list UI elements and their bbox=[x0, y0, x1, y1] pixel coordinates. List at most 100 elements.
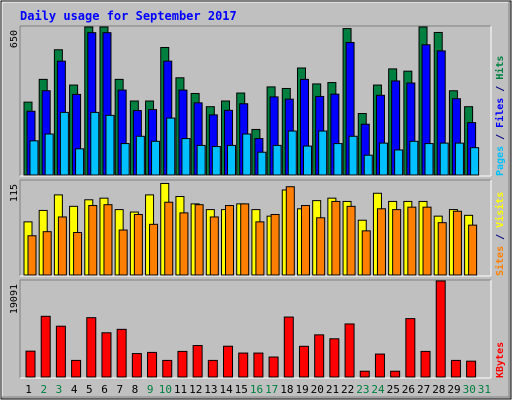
bar-sites bbox=[164, 201, 174, 276]
x-tick-label: 31 bbox=[478, 383, 491, 396]
bar-pages bbox=[363, 154, 373, 176]
side-legend-part: / bbox=[495, 228, 506, 246]
bar-sites bbox=[240, 203, 250, 276]
x-tick-label: 27 bbox=[417, 383, 430, 396]
bar-kbytes bbox=[207, 359, 218, 378]
bar-kbytes bbox=[223, 345, 234, 378]
x-tick-label: 26 bbox=[402, 383, 415, 396]
x-tick-label: 22 bbox=[341, 383, 354, 396]
bar-kbytes bbox=[71, 359, 82, 378]
x-tick-label: 17 bbox=[265, 383, 278, 396]
x-tick-label: 20 bbox=[311, 383, 324, 396]
side-legend-part: / bbox=[495, 80, 506, 98]
bar-sites bbox=[361, 230, 371, 276]
bar-kbytes bbox=[314, 334, 325, 378]
bar-pages bbox=[424, 143, 434, 176]
bar-kbytes bbox=[147, 351, 158, 378]
x-tick-label: 28 bbox=[432, 383, 445, 396]
bar-sites bbox=[376, 208, 386, 276]
bar-sites bbox=[452, 210, 462, 276]
bar-kbytes bbox=[344, 323, 355, 378]
bar-sites bbox=[392, 209, 402, 276]
bar-pages bbox=[257, 151, 267, 176]
bar-pages bbox=[90, 111, 100, 176]
bar-kbytes bbox=[25, 350, 36, 378]
x-tick-label: 15 bbox=[235, 383, 248, 396]
bar-sites bbox=[285, 186, 295, 276]
bar-pages bbox=[211, 146, 221, 176]
bars-kbytes bbox=[25, 280, 477, 378]
bar-sites bbox=[437, 222, 447, 276]
bar-kbytes bbox=[283, 316, 294, 378]
x-tick-label: 23 bbox=[356, 383, 369, 396]
bar-pages bbox=[439, 142, 449, 176]
bar-pages bbox=[378, 142, 388, 176]
side-legend-part: KBytes bbox=[495, 342, 506, 378]
bar-kbytes bbox=[390, 370, 401, 378]
bar-pages bbox=[75, 148, 85, 176]
bar-pages bbox=[394, 149, 404, 176]
bar-sites bbox=[42, 231, 52, 276]
bar-sites bbox=[407, 206, 417, 276]
bar-pages bbox=[470, 147, 480, 176]
x-tick-label: 13 bbox=[204, 383, 217, 396]
side-legend-part: Files bbox=[494, 98, 506, 128]
bar-pages bbox=[59, 111, 69, 176]
side-legend-label: KBytes bbox=[495, 342, 506, 378]
x-axis-labels: 1 2 3 4 5 6 7 8 9 10 11 12 13 14 15 16 17 18 19 20 21 22 23 24 2… bbox=[25, 383, 491, 396]
bar-pages bbox=[409, 140, 419, 176]
bar-pages bbox=[29, 140, 39, 176]
bar-sites bbox=[103, 204, 113, 276]
bar-kbytes bbox=[374, 353, 385, 378]
bar-kbytes bbox=[420, 350, 431, 378]
bar-kbytes bbox=[435, 280, 446, 378]
bars-hits-files-pages bbox=[23, 26, 480, 176]
panels: 650 Pages / Files / Hits 115 Sites / Visits… bbox=[9, 25, 506, 379]
bar-sites bbox=[422, 206, 432, 276]
x-tick-label: 12 bbox=[189, 383, 202, 396]
bar-kbytes bbox=[268, 356, 279, 378]
bar-kbytes bbox=[116, 328, 127, 378]
bar-kbytes bbox=[86, 317, 97, 378]
x-tick-label: 14 bbox=[219, 383, 233, 396]
bar-sites bbox=[57, 216, 67, 276]
bars-visits-sites bbox=[23, 182, 478, 276]
x-tick-label: 9 bbox=[147, 383, 154, 396]
bar-sites bbox=[27, 235, 37, 276]
bar-sites bbox=[270, 214, 280, 276]
bar-sites bbox=[316, 217, 326, 276]
y-max-label: 115 bbox=[9, 184, 20, 202]
bar-kbytes bbox=[101, 332, 112, 378]
bar-pages bbox=[44, 133, 54, 176]
bar-sites bbox=[179, 212, 189, 276]
bar-pages bbox=[272, 144, 282, 176]
side-legend-part: Visits bbox=[494, 192, 506, 228]
bar-sites bbox=[73, 231, 83, 276]
bar-kbytes bbox=[466, 360, 477, 378]
bar-sites bbox=[133, 214, 143, 276]
bar-kbytes bbox=[329, 338, 340, 378]
chart-title: Daily usage for September 2017 bbox=[20, 9, 237, 23]
x-tick-label: 2 bbox=[40, 383, 47, 396]
x-tick-label: 5 bbox=[86, 383, 93, 396]
bar-kbytes bbox=[405, 318, 416, 378]
panel-kbytes: 19091 KBytes bbox=[9, 279, 506, 379]
side-legend-part: Hits bbox=[494, 56, 506, 80]
x-tick-label: 19 bbox=[295, 383, 308, 396]
x-tick-label: 18 bbox=[280, 383, 293, 396]
bar-sites bbox=[255, 221, 265, 276]
panel-visits-sites: 115 Sites / Visits bbox=[9, 179, 506, 277]
bar-kbytes bbox=[40, 315, 51, 378]
bar-pages bbox=[318, 130, 328, 176]
bar-sites bbox=[149, 223, 159, 276]
side-legend-part: Pages bbox=[495, 146, 506, 176]
x-tick-label: 6 bbox=[101, 383, 108, 396]
y-max-label: 650 bbox=[9, 30, 20, 48]
bar-pages bbox=[135, 135, 145, 176]
bar-pages bbox=[454, 142, 464, 176]
x-tick-label: 1 bbox=[25, 383, 32, 396]
x-tick-label: 16 bbox=[250, 383, 263, 396]
bar-pages bbox=[196, 144, 206, 176]
side-legend-label: Sites / Visits bbox=[494, 192, 506, 276]
